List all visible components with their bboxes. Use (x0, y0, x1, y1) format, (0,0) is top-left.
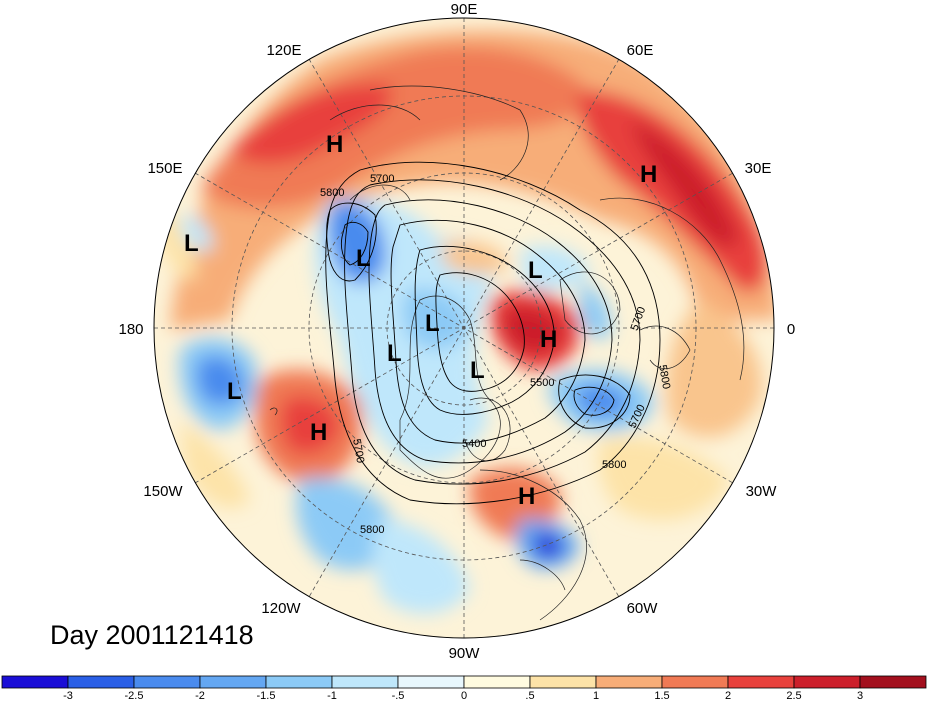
colorbar-swatch (595, 675, 663, 689)
colorbar-tick-label: -3 (63, 690, 73, 702)
contour-label: 5800 (656, 364, 672, 390)
colorbar-tick-label: -1.5 (257, 690, 276, 702)
colorbar-swatch (529, 675, 597, 689)
map-boundary (153, 17, 775, 639)
contour-label: 5400 (462, 438, 486, 450)
contour-label: 5800 (320, 187, 344, 199)
colorbar-swatch (661, 675, 729, 689)
colorbar-swatch (859, 675, 927, 689)
lon-label-90w: 90W (449, 645, 481, 662)
colorbar-swatch (265, 675, 333, 689)
colorbar-tick-label: 2.5 (786, 690, 801, 702)
colorbar-tick-label: -2.5 (125, 690, 144, 702)
high-center: H (310, 419, 327, 446)
colorbar-swatch (727, 675, 795, 689)
colorbar-tick-label: 3 (857, 690, 863, 702)
colorbar-swatch (397, 675, 465, 689)
low-center: L (184, 230, 199, 257)
colorbar-tick-label: .5 (525, 690, 534, 702)
colorbar-swatch (133, 675, 201, 689)
colorbar-tick-label: 1 (593, 690, 599, 702)
coastlines (269, 85, 745, 621)
graticule (154, 18, 774, 638)
colorbar-tick-label: 0 (461, 690, 467, 702)
low-center: L (425, 310, 440, 337)
lon-label-60w: 60W (627, 600, 659, 617)
date-title: Day 2001121418 (50, 620, 254, 650)
height-contours (325, 161, 661, 505)
contour-label: 5700 (350, 438, 366, 464)
high-center: H (326, 131, 343, 158)
lon-label-120w: 120W (261, 600, 301, 617)
contour-label: 5800 (360, 524, 384, 536)
colorbar-swatch (793, 675, 861, 689)
high-center: H (540, 326, 557, 353)
pressure-centers: H H L L L L H L L L H H (184, 131, 657, 510)
lon-label-90e: 90E (451, 1, 478, 18)
colorbar-tick-label: 1.5 (654, 690, 669, 702)
colorbar-tick-label: -1 (327, 690, 337, 702)
contour-label: 5800 (602, 459, 626, 471)
lon-label-30w: 30W (746, 483, 778, 500)
lon-label-0: 0 (787, 321, 795, 338)
colorbar-tick-label: -2 (195, 690, 205, 702)
longitude-labels: 90E 120E 60E 150E 30E 180 0 150W 30W 120… (118, 1, 795, 662)
high-center: H (640, 161, 657, 188)
colorbar-swatch (199, 675, 267, 689)
lon-label-30e: 30E (745, 160, 772, 177)
low-center: L (356, 245, 371, 272)
low-center: L (470, 357, 485, 384)
low-center: L (387, 340, 402, 367)
lon-label-60e: 60E (627, 42, 654, 59)
colorbar-swatch (331, 675, 399, 689)
colorbar-swatch (1, 675, 69, 689)
colorbar-tick-label: 2 (725, 690, 731, 702)
colorbar-tick-label: -.5 (392, 690, 405, 702)
colorbar-swatch (463, 675, 531, 689)
colorbar: -3 -2.5 -2 -1.5 -1 -.5 0 .5 1 1.5 2 2.5 3 (1, 675, 927, 702)
lon-label-150e: 150E (147, 160, 182, 177)
high-center: H (518, 483, 535, 510)
anomaly-field (154, 18, 774, 638)
lon-label-180: 180 (118, 321, 143, 338)
low-center: L (528, 257, 543, 284)
contour-label: 5500 (530, 377, 554, 389)
contour-label: 5700 (370, 173, 394, 185)
lon-label-150w: 150W (143, 483, 183, 500)
low-center: L (227, 378, 242, 405)
colorbar-swatch (67, 675, 135, 689)
lon-label-120e: 120E (266, 42, 301, 59)
